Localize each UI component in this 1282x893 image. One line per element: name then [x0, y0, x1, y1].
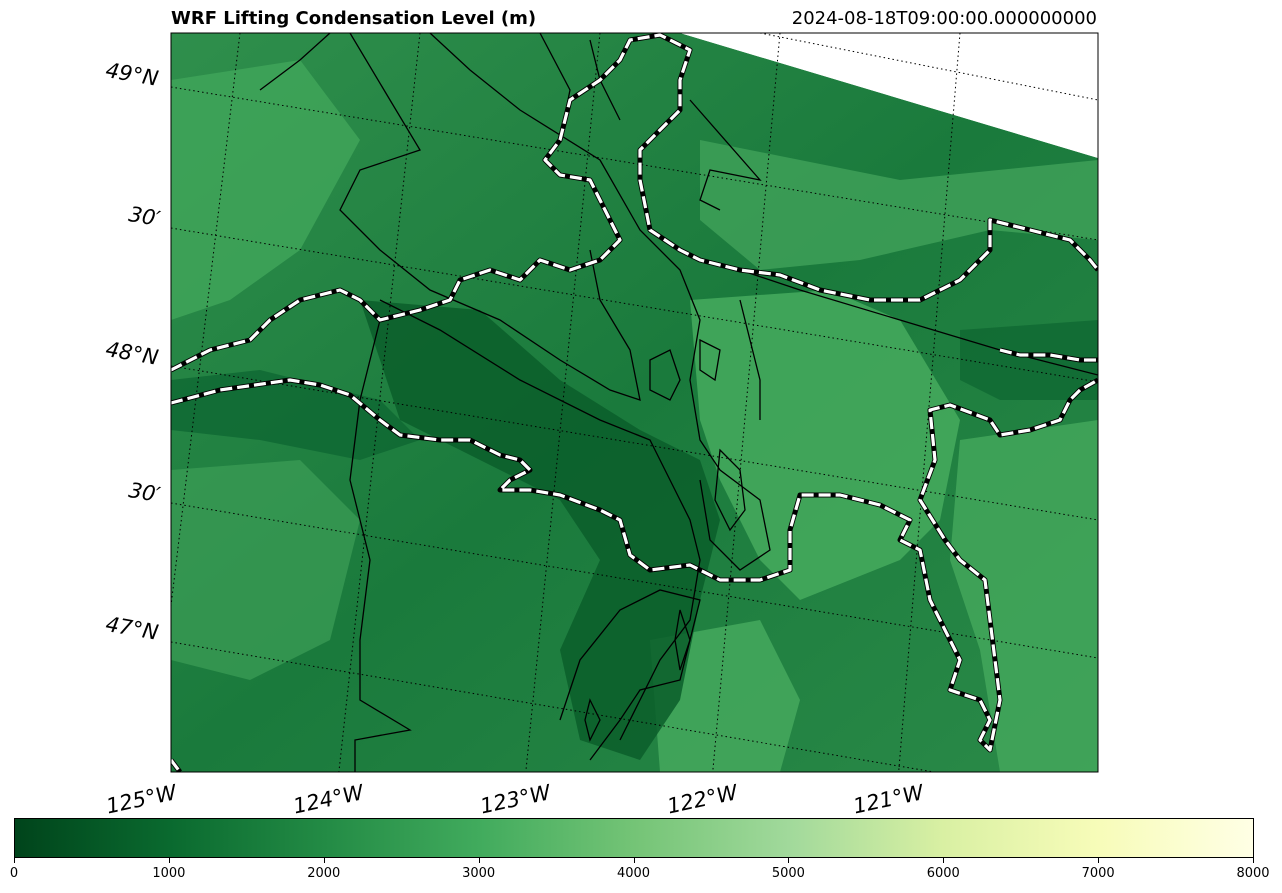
- colorbar-tick-mark: [788, 858, 790, 863]
- colorbar-tick-label: 6000: [926, 866, 960, 881]
- colorbar-tick-label: 4000: [616, 866, 651, 881]
- lcl-dark-region: [960, 320, 1098, 400]
- colorbar-tick-mark: [323, 858, 325, 863]
- colorbar-tick-mark: [1253, 858, 1254, 863]
- lcl-light-region: [700, 140, 1098, 270]
- colorbar-tick-mark: [943, 858, 945, 863]
- map-frame: [170, 32, 1099, 773]
- colorbar-tick-mark: [633, 858, 635, 863]
- colorbar-tick-label: 1000: [152, 866, 186, 881]
- colorbar-tick-label: 2000: [307, 866, 341, 881]
- colorbar-tick-label: 5000: [771, 866, 805, 881]
- coastline-boundaries: [171, 33, 1098, 772]
- map-title: WRF Lifting Condensation Level (m): [171, 8, 537, 29]
- colorbar-tick-mark: [478, 858, 480, 863]
- map-timestamp: 2024-08-18T09:00:00.000000000: [791, 8, 1097, 29]
- colorbar-tick-label: 0: [9, 866, 19, 881]
- lcl-dark-region: [360, 300, 720, 760]
- colorbar-tick-mark: [14, 858, 15, 863]
- lcl-light-region: [950, 420, 1098, 772]
- no-data-region: [680, 33, 1098, 158]
- lcl-light-region: [171, 60, 360, 320]
- lcl-dark-region: [171, 370, 420, 460]
- colorbar-tick-label: 7000: [1081, 866, 1115, 881]
- lat-label: 30′: [126, 202, 163, 232]
- colorbar-tick-mark: [1098, 858, 1100, 863]
- map-field: [171, 33, 1098, 772]
- colorbar-tick-mark: [168, 858, 170, 863]
- colorbar-tick-label: 3000: [462, 866, 496, 881]
- colorbar: [14, 818, 1254, 858]
- lcl-light-region: [171, 460, 360, 680]
- colorbar-tick-label: 8000: [1236, 866, 1270, 881]
- lat-label: 30′: [126, 478, 163, 508]
